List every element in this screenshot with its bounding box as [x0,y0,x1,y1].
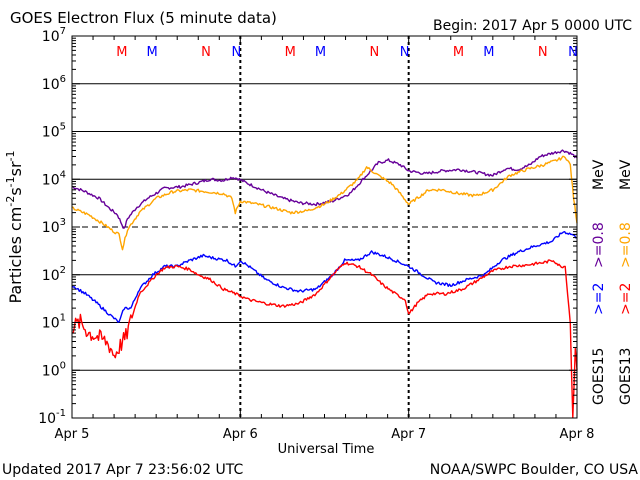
mev-label-bottom: MeV [618,159,634,190]
series-layer [71,149,578,419]
series-line-goes13_ge08 [71,155,578,251]
right-legend: GOES15 >=2 >=0.8 MeV GOES13 >=2 >=0.8 Me… [591,159,634,405]
x-tick-label: Apr 5 [55,427,90,442]
grid-lines [72,83,577,371]
y-tick-label: 104 [42,169,66,188]
chart-title: GOES Electron Flux (5 minute data) [10,9,277,27]
orbit-marker: M [483,45,494,60]
begin-date: Begin: 2017 Apr 5 0000 UTC [433,18,632,34]
y-tick-label: 10-1 [38,408,66,427]
orbit-marker: M [116,45,127,60]
y-axis-title: Particles cm-2s-1sr-1 [4,150,25,303]
y-tick-label: 106 [42,74,66,93]
day-boundary-lines [239,36,410,418]
goes15-ge2-label: >=2 [591,283,607,315]
y-tick-label: 103 [42,217,66,236]
orbit-marker: N [400,45,410,60]
mev-label-top: MeV [591,159,607,190]
credit-text: NOAA/SWPC Boulder, CO USA [430,462,639,478]
x-axis-title: Universal Time [278,442,375,457]
x-tick-label: Apr 8 [560,427,595,442]
series-line-goes15_ge2 [71,230,578,323]
y-tick-label: 100 [42,360,66,379]
updated-timestamp: Updated 2017 Apr 7 23:56:02 UTC [2,462,243,478]
y-tick-label: 102 [42,265,66,284]
x-tick-label: Apr 7 [391,427,426,442]
goes15-label: GOES15 [591,348,607,405]
goes13-ge08-label: >=0.8 [618,222,634,268]
orbit-marker: N [568,45,578,60]
series-line-goes13_ge2 [71,259,578,419]
orbit-marker: N [201,45,211,60]
y-tick-labels: 10-1 100 101 102 103 104 105 106 107 [38,26,66,427]
goes13-ge2-label: >=2 [618,283,634,315]
orbit-marker: N [369,45,379,60]
x-tick-label: Apr 6 [223,427,258,442]
orbit-marker: M [315,45,326,60]
goes15-ge08-label: >=0.8 [591,222,607,268]
orbit-marker: N [538,45,548,60]
orbit-marker: M [285,45,296,60]
goes13-label: GOES13 [618,348,634,405]
orbit-marker: M [147,45,158,60]
axis-ticks [71,35,578,419]
y-tick-label: 101 [42,313,66,332]
y-tick-label: 107 [42,26,66,45]
orbit-marker: M [453,45,464,60]
orbit-marker: N [231,45,241,60]
y-tick-label: 105 [42,122,66,141]
series-line-goes15_ge08 [71,149,578,229]
x-tick-labels: Apr 5 Apr 6 Apr 7 Apr 8 [55,427,595,442]
